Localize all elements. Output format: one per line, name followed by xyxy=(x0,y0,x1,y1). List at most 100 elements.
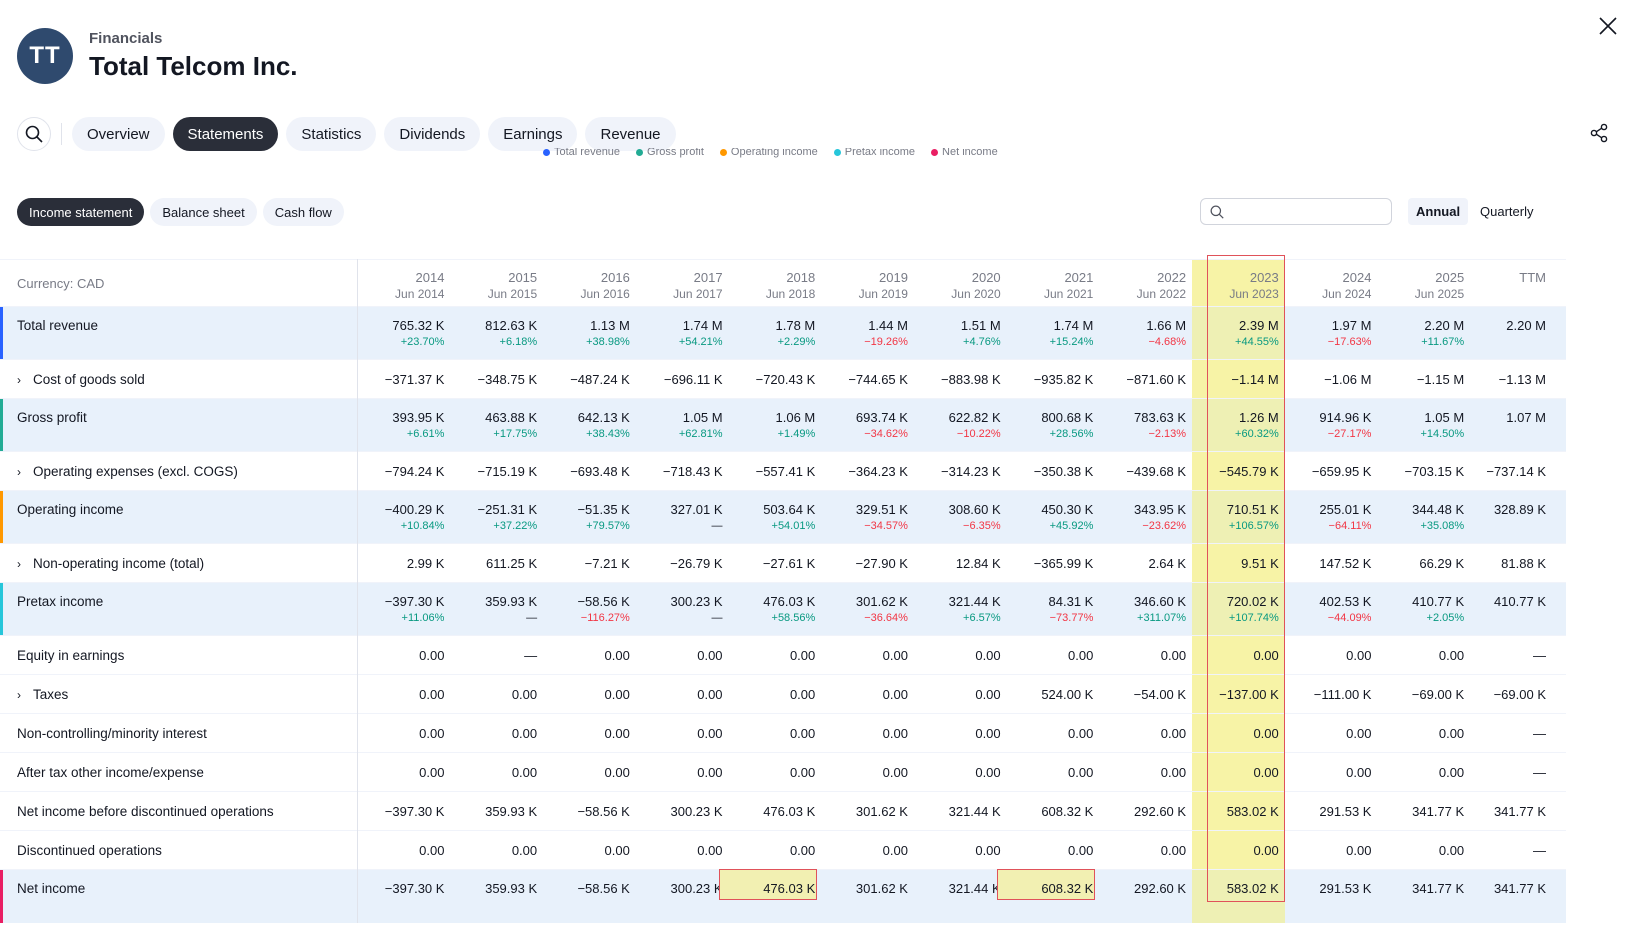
table-cell: 0.00 xyxy=(1007,714,1100,753)
table-cell: 341.77 K xyxy=(1377,792,1470,831)
legend-item: Net income xyxy=(931,148,998,162)
column-header: 2018 Jun 2018 xyxy=(729,260,822,307)
cell-value: 0.00 xyxy=(511,687,538,702)
chevron-right-icon[interactable]: › xyxy=(17,688,21,702)
subtab-balance-sheet[interactable]: Balance sheet xyxy=(150,198,257,226)
cell-value: −111.00 K xyxy=(1313,687,1372,702)
cell-change: +2.05% xyxy=(1426,612,1465,624)
close-button[interactable] xyxy=(1596,14,1620,38)
table-cell: 0.00 xyxy=(1285,831,1378,870)
column-month: Jun 2024 xyxy=(1322,287,1372,301)
table-cell: −703.15 K xyxy=(1377,452,1470,491)
column-month: Jun 2020 xyxy=(951,287,1001,301)
cell-value: 0.00 xyxy=(697,765,723,780)
cell-value: −703.15 K xyxy=(1404,464,1465,479)
row-label[interactable]: › Taxes xyxy=(0,674,359,714)
tab-dividends[interactable]: Dividends xyxy=(384,117,481,151)
cell-value: 0.00 xyxy=(789,843,816,858)
cell-value: 783.63 K xyxy=(1134,410,1187,425)
cell-value: 1.44 M xyxy=(868,318,908,333)
table-cell: 0.00 xyxy=(914,675,1007,714)
annual-toggle[interactable]: Annual xyxy=(1408,198,1469,225)
cell-change: +35.08% xyxy=(1420,520,1465,532)
chevron-right-icon[interactable]: › xyxy=(17,373,21,387)
cell-value: −364.23 K xyxy=(848,464,908,479)
tab-statements[interactable]: Statements xyxy=(172,117,279,151)
cell-value: 81.88 K xyxy=(1501,556,1546,571)
cell-value: 0.00 xyxy=(1068,648,1094,663)
tab-revenue[interactable]: Revenue xyxy=(585,117,676,151)
table-cell: 329.51 K −34.57% xyxy=(821,491,914,544)
table-cell: −400.29 K +10.84% xyxy=(358,491,451,544)
row-label[interactable]: › Operating expenses (excl. COGS) xyxy=(0,451,359,491)
column-header: TTM xyxy=(1470,260,1566,307)
tab-overview[interactable]: Overview xyxy=(72,117,165,151)
table-cell: 0.00 xyxy=(358,753,451,792)
column-year: 2018 xyxy=(786,270,816,285)
table-cell: — xyxy=(1470,714,1566,753)
row-label-text: Gross profit xyxy=(17,410,87,425)
cell-value: 450.30 K xyxy=(1041,502,1094,517)
table-cell: 300.23 K xyxy=(636,870,729,923)
table-cell: −696.11 K xyxy=(636,360,729,399)
table-cell: −737.14 K xyxy=(1470,452,1566,491)
table-cell: 402.53 K −44.09% xyxy=(1285,583,1378,636)
table-cell: 0.00 xyxy=(1192,752,1285,792)
table-row: Discontinued operations 0.00 0.00 0.00 0.00 0… xyxy=(0,830,1566,870)
table-cell: −348.75 K xyxy=(450,360,543,399)
cell-value: −659.95 K xyxy=(1311,464,1372,479)
legend-item: Pretax income xyxy=(833,148,915,162)
column-header: 2024 Jun 2024 xyxy=(1285,260,1378,307)
table-cell: −935.82 K xyxy=(1007,360,1100,399)
chevron-right-icon[interactable]: › xyxy=(17,557,21,571)
column-year: 2016 xyxy=(600,270,630,285)
subtab-cash-flow[interactable]: Cash flow xyxy=(262,198,344,226)
cell-value: −693.48 K xyxy=(570,464,630,479)
quarterly-toggle[interactable]: Quarterly xyxy=(1480,204,1534,219)
table-cell: 0.00 xyxy=(821,675,914,714)
row-label[interactable]: › Non-operating income (total) xyxy=(0,543,359,583)
table-row: After tax other income/expense 0.00 0.00 0.… xyxy=(0,752,1566,792)
tab-earnings[interactable]: Earnings xyxy=(488,117,578,151)
table-cell: 292.60 K xyxy=(1099,792,1192,831)
nav-divider xyxy=(61,123,62,145)
cell-value: −1.13 M xyxy=(1498,372,1546,387)
cell-value: 0.00 xyxy=(1253,765,1279,780)
row-label: Net income xyxy=(0,869,359,923)
legend-label: Net income xyxy=(942,148,998,158)
search-input[interactable] xyxy=(1230,204,1380,219)
nav-search-button[interactable] xyxy=(17,117,51,151)
cell-change: +4.76% xyxy=(963,336,1001,348)
chart-legend: Total revenue Gross profit Operating incom… xyxy=(543,148,1014,162)
table-cell: 583.02 K xyxy=(1192,869,1285,923)
table-cell: 0.00 xyxy=(1285,714,1378,753)
table-cell: 476.03 K +58.56% xyxy=(729,583,822,636)
table-cell: −397.30 K xyxy=(358,870,451,923)
table-cell: 0.00 xyxy=(636,636,729,675)
income-statement-table: Currency: CAD 2014 Jun 2014 2015 Jun 2015 201… xyxy=(0,259,1566,923)
cell-value: −7.21 K xyxy=(584,556,630,571)
table-cell: 0.00 xyxy=(543,753,636,792)
table-search[interactable] xyxy=(1200,198,1392,225)
table-cell: — xyxy=(1470,753,1566,792)
table-cell: −350.38 K xyxy=(1007,452,1100,491)
column-header: 2017 Jun 2017 xyxy=(636,260,729,307)
cell-value: 476.03 K xyxy=(763,804,816,819)
cell-value: 0.00 xyxy=(789,687,816,702)
table-cell: 346.60 K +311.07% xyxy=(1099,583,1192,636)
share-button[interactable] xyxy=(1588,122,1610,144)
table-cell: 0.00 xyxy=(1377,753,1470,792)
chevron-right-icon[interactable]: › xyxy=(17,465,21,479)
cell-value: 463.88 K xyxy=(485,410,538,425)
table-row: › Non-operating income (total) 2.99 K 611.2… xyxy=(0,543,1566,583)
cell-value: −439.68 K xyxy=(1126,464,1187,479)
cell-value: 292.60 K xyxy=(1134,804,1187,819)
cell-change: +6.18% xyxy=(499,336,538,348)
cell-value: 524.00 K xyxy=(1041,687,1094,702)
tab-statistics[interactable]: Statistics xyxy=(286,117,377,151)
table-cell: 341.77 K xyxy=(1470,870,1566,923)
table-cell: 642.13 K +38.43% xyxy=(543,399,636,452)
table-cell: 321.44 K xyxy=(914,870,1007,923)
subtab-income-statement[interactable]: Income statement xyxy=(17,198,145,226)
row-label[interactable]: › Cost of goods sold xyxy=(0,359,359,399)
